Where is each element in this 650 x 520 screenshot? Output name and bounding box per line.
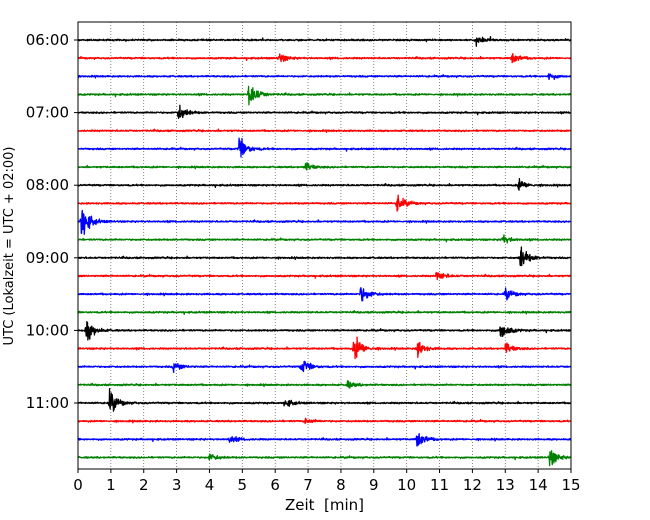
y-axis-ticks: 06:00 07:00 08:00 09:00 10:00 11:00 (26, 31, 78, 412)
trace-0930 (77, 287, 572, 302)
x-tick-label: 6 (270, 476, 280, 494)
grid-lines (110, 22, 539, 469)
trace-1000 (77, 320, 572, 341)
x-tick-label: 14 (529, 476, 548, 494)
x-tick-label: 3 (172, 476, 182, 494)
y-tick-label: 07:00 (26, 104, 69, 122)
trace-0830 (77, 209, 572, 235)
x-tick-label: 15 (561, 476, 580, 494)
y-tick-label: 08:00 (26, 176, 69, 194)
trace-0645 (77, 85, 572, 106)
x-axis-title: Zeit [min] (285, 496, 364, 514)
x-tick-label: 9 (369, 476, 379, 494)
x-tick-label: 7 (303, 476, 313, 494)
x-axis-ticks: 0 1 2 3 4 5 6 7 8 9 10 11 12 13 14 15 (73, 469, 581, 494)
trace-0700 (77, 104, 572, 119)
trace-1045 (77, 380, 572, 389)
y-tick-label: 06:00 (26, 31, 69, 49)
x-tick-label: 2 (139, 476, 149, 494)
trace-0715 (77, 128, 572, 134)
trace-1030 (77, 360, 572, 374)
trace-0815 (77, 194, 572, 212)
plot-frame (77, 21, 572, 470)
trace-1115 (77, 417, 572, 425)
x-tick-label: 1 (106, 476, 116, 494)
trace-0745 (77, 162, 572, 171)
x-tick-label: 11 (430, 476, 449, 494)
x-tick-label: 4 (205, 476, 215, 494)
y-tick-label: 09:00 (26, 249, 69, 267)
x-tick-label: 8 (336, 476, 346, 494)
x-tick-label: 5 (238, 476, 248, 494)
trace-1015 (77, 336, 572, 360)
seismogram-traces (77, 36, 572, 467)
trace-1130 (77, 432, 572, 447)
trace-0730 (77, 137, 572, 158)
x-tick-label: 0 (73, 476, 83, 494)
y-axis-title: UTC (Lokalzeit = UTC + 02:00) (2, 147, 17, 346)
trace-1100 (77, 388, 572, 412)
trace-0630 (77, 73, 572, 81)
trace-0945 (77, 310, 572, 316)
trace-0915 (77, 271, 572, 281)
trace-0900 (77, 246, 572, 267)
trace-0600 (77, 36, 572, 47)
trace-0615 (77, 53, 572, 64)
y-tick-label: 11:00 (26, 394, 69, 412)
x-tick-label: 10 (397, 476, 416, 494)
y-tick-label: 10:00 (26, 321, 69, 339)
x-tick-label: 13 (496, 476, 515, 494)
trace-0845 (77, 234, 572, 244)
trace-0800 (77, 178, 572, 191)
x-tick-label: 12 (463, 476, 482, 494)
trace-1145 (77, 450, 572, 467)
